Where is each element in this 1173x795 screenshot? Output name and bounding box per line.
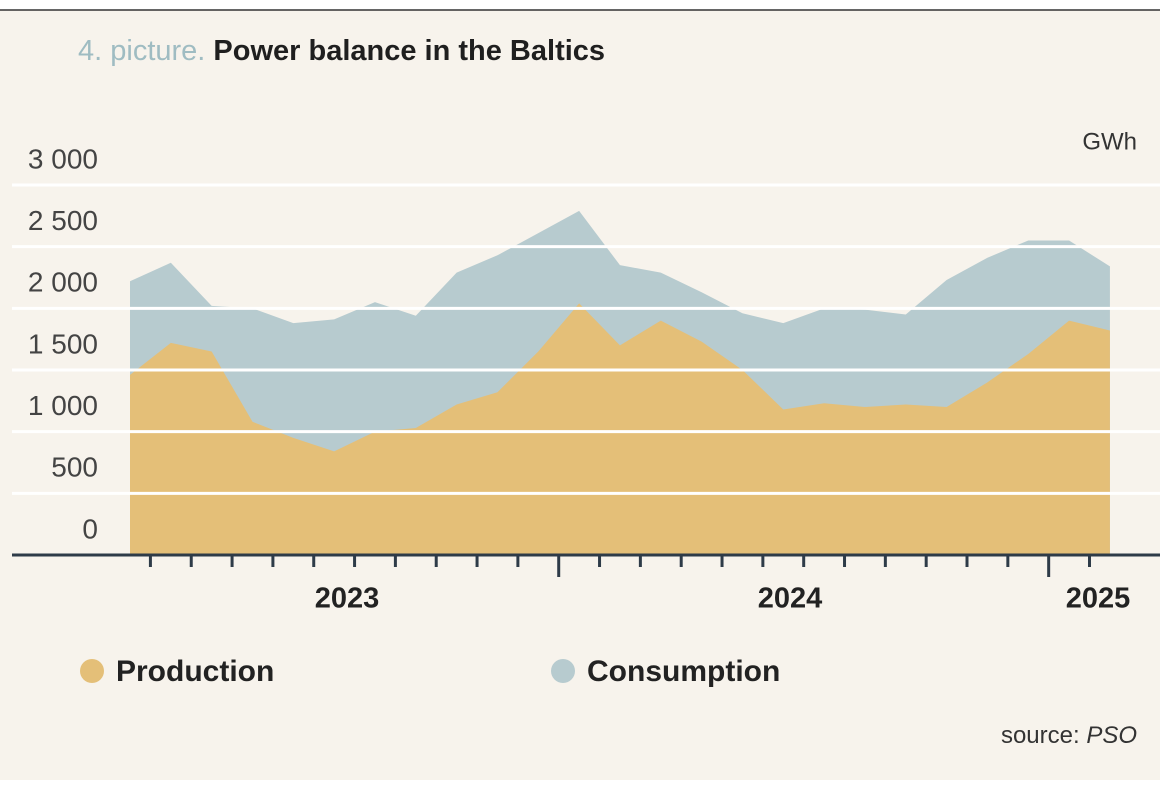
y-tick-label: 1 500: [28, 328, 98, 359]
legend-marker: [551, 659, 575, 683]
source-name: PSO: [1086, 722, 1137, 749]
legend-label: Production: [116, 655, 274, 688]
x-year-label: 2023: [315, 583, 380, 615]
source-note: source: PSO: [1001, 722, 1137, 749]
unit-label: GWh: [1082, 128, 1137, 155]
title-text: Power balance in the Baltics: [213, 35, 605, 67]
title-prefix: 4. picture.: [78, 35, 205, 67]
legend-label: Consumption: [587, 655, 780, 688]
source-prefix: source:: [1001, 722, 1080, 749]
chart-title: 4. picture. Power balance in the Baltics: [78, 35, 605, 67]
x-year-label: 2024: [758, 583, 823, 615]
y-tick-label: 2 500: [28, 205, 98, 236]
y-tick-label: 0: [82, 513, 98, 544]
x-year-label: 2025: [1066, 583, 1131, 615]
y-tick-label: 500: [51, 452, 98, 483]
legend-marker: [80, 659, 104, 683]
y-tick-label: 2 000: [28, 267, 98, 298]
y-tick-label: 1 000: [28, 390, 98, 421]
y-tick-label: 3 000: [28, 143, 98, 174]
